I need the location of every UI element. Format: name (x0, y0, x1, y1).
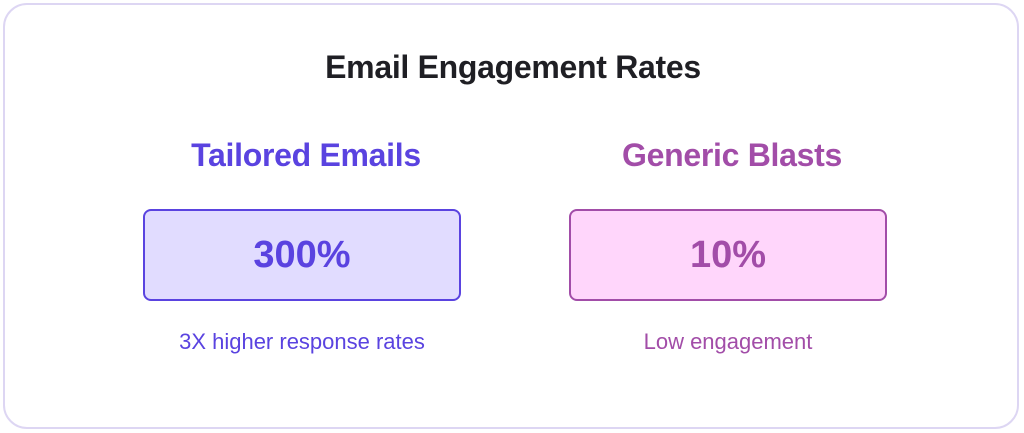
comparison-tailored-emails: Tailored Emails 300% 3X higher response … (141, 133, 471, 354)
stat-value-box: 300% (143, 209, 461, 301)
stat-caption: 3X higher response rates (179, 329, 425, 354)
comparison-heading: Tailored Emails (191, 137, 421, 173)
comparison-heading: Generic Blasts (622, 137, 842, 173)
stat-value-box: 10% (569, 209, 887, 301)
card-frame: Email Engagement Rates Tailored Emails 3… (3, 3, 1019, 429)
page-title: Email Engagement Rates (325, 49, 701, 85)
comparison-generic-blasts: Generic Blasts 10% Low engagement (567, 133, 897, 354)
stat-caption: Low engagement (643, 329, 813, 354)
